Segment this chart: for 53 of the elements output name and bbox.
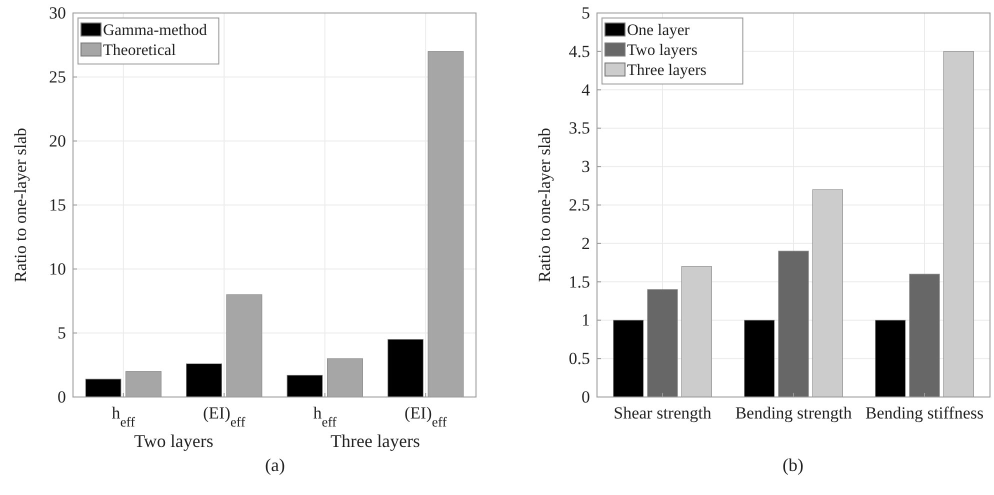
x-tick-label: h$_{eff}$ bbox=[112, 404, 136, 430]
legend-label: Gamma-method bbox=[103, 22, 207, 39]
y-tick-label: 10 bbox=[49, 259, 66, 278]
y-tick-label: 4.5 bbox=[568, 42, 590, 61]
bar bbox=[647, 289, 678, 398]
bar bbox=[943, 51, 974, 398]
legend-label: Three layers bbox=[627, 62, 707, 79]
bar bbox=[326, 358, 363, 398]
bar bbox=[85, 378, 122, 398]
y-tick-label: 3 bbox=[582, 157, 590, 176]
y-tick-label: 5 bbox=[582, 3, 590, 22]
bar bbox=[681, 266, 712, 398]
bar bbox=[613, 320, 644, 398]
x-tick-label: h$_{eff}$ bbox=[313, 404, 338, 430]
text: Three layers bbox=[330, 431, 420, 451]
bar bbox=[812, 189, 843, 398]
x-tick-label: (EI)$_{eff}$ bbox=[404, 404, 448, 430]
bar bbox=[909, 274, 940, 398]
y-tick-label: 0 bbox=[582, 387, 590, 406]
y-tick-label: 20 bbox=[49, 131, 66, 150]
x-tick-label: Bending strength bbox=[735, 404, 852, 423]
y-tick-label: 30 bbox=[49, 3, 66, 22]
bar bbox=[778, 250, 809, 398]
text: (a) bbox=[265, 455, 285, 475]
y-tick-label: 2 bbox=[582, 234, 590, 253]
y-tick-label: 0.5 bbox=[568, 349, 590, 368]
legend-label: Theoretical bbox=[103, 42, 176, 59]
y-tick-label: 1.5 bbox=[568, 272, 590, 292]
bar bbox=[744, 320, 775, 398]
bar bbox=[125, 371, 162, 398]
y-tick-label: 4 bbox=[582, 80, 590, 100]
bar bbox=[875, 320, 906, 398]
bar bbox=[186, 363, 222, 398]
bar bbox=[226, 294, 262, 398]
y-tick-label: 5 bbox=[58, 323, 66, 342]
text: Two layers bbox=[134, 431, 214, 451]
y-tick-label: 1 bbox=[582, 310, 590, 330]
bar bbox=[286, 374, 323, 398]
y-tick-label: 2.5 bbox=[568, 195, 590, 214]
y-tick-label: 3.5 bbox=[568, 118, 590, 138]
legend-label: Two layers bbox=[627, 42, 698, 59]
x-tick-label: Bending stiffness bbox=[865, 404, 984, 423]
x-tick-label: Shear strength bbox=[614, 404, 712, 423]
y-axis-title: Ratio to one-layer slab bbox=[11, 128, 30, 282]
y-axis-title: Ratio to one-layer slab bbox=[535, 128, 554, 282]
legend-label: One layer bbox=[627, 22, 690, 39]
y-tick-label: 0 bbox=[58, 387, 66, 406]
bar bbox=[428, 51, 464, 398]
bar bbox=[388, 339, 424, 398]
y-tick-label: 15 bbox=[49, 195, 66, 214]
y-tick-label: 25 bbox=[49, 67, 66, 86]
x-tick-label: (EI)$_{eff}$ bbox=[203, 404, 246, 430]
text: (b) bbox=[782, 455, 804, 475]
